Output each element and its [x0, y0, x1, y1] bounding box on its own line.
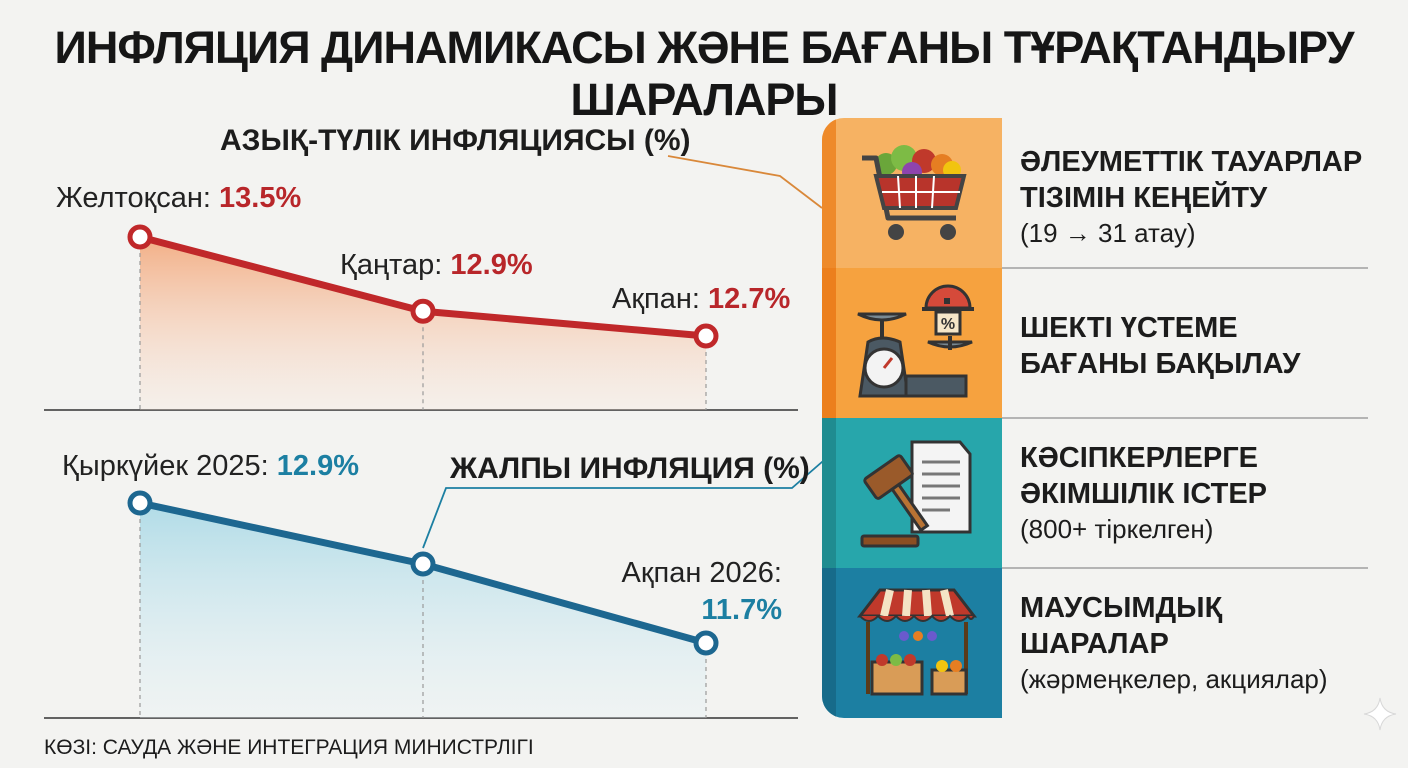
sparkle-icon — [1363, 697, 1397, 731]
measure-2: ШЕКТІ ҮСТЕМЕ БАҒАНЫ БАҚЫЛАУ — [1020, 310, 1395, 382]
measure-4: МАУСЫМДЫҚ ШАРАЛАР (жәрмеңкелер, акциялар… — [1020, 590, 1395, 696]
general-inflation-chart: ЖАЛПЫ ИНФЛЯЦИЯ (%) Қыркүйек 2025: 12.9% А… — [62, 450, 810, 718]
measure-4-title-line-2: ШАРАЛАР — [1020, 628, 1169, 660]
measure-divider — [1002, 267, 1368, 269]
food-data-point — [693, 323, 719, 349]
measure-1-title-line-1: ӘЛЕУМЕТТІК ТАУАРЛАР — [1020, 146, 1363, 178]
food-value-label: 13.5% — [219, 182, 301, 214]
shopping-cart-icon — [862, 145, 967, 240]
measure-3-subtitle: (800+ тіркелген) — [1020, 514, 1214, 544]
measure-band-3 — [822, 418, 1002, 568]
measure-1-subtitle: (19 → 31 атау) — [1020, 218, 1196, 248]
measure-band-4 — [822, 568, 1002, 718]
measures-icon-panel: % — [822, 118, 1002, 718]
measure-4-title-line-1: МАУСЫМДЫҚ — [1020, 592, 1223, 624]
measure-band-2: % — [822, 268, 1002, 418]
scale-icon: % — [857, 284, 974, 398]
measure-divider — [1002, 567, 1368, 569]
general-point-name: Қыркүйек 2025: — [62, 450, 277, 482]
general-value-label: 12.9% — [277, 450, 359, 482]
measure-2-title-line-2: БАҒАНЫ БАҚЫЛАУ — [1020, 348, 1301, 380]
food-point-name: Қаңтар: — [340, 249, 450, 281]
measure-3: КӘСІПКЕРЛЕРГЕ ӘКІМШІЛІК ІСТЕР (800+ тірк… — [1020, 440, 1395, 546]
general-point-name: Ақпан 2026: — [621, 557, 782, 589]
general-data-point — [410, 551, 436, 577]
measure-3-title-line-1: КӘСІПКЕРЛЕРГЕ — [1020, 442, 1258, 474]
general-value-label: 11.7% — [701, 594, 782, 626]
food-chart-title: АЗЫҚ-ТҮЛІК ИНФЛЯЦИЯСЫ (%) — [220, 124, 691, 157]
market-stall-icon — [856, 588, 978, 696]
food-point-label: Желтоқсан: 13.5% — [56, 182, 301, 214]
food-data-point — [127, 224, 153, 250]
measure-2-title-line-1: ШЕКТІ ҮСТЕМЕ — [1020, 312, 1238, 344]
food-point-name: Ақпан: — [612, 283, 708, 315]
food-value-label: 12.7% — [708, 283, 790, 315]
general-point-label: Қыркүйек 2025: 12.9% — [62, 450, 359, 482]
general-title-leader — [422, 454, 831, 549]
food-title-leader — [667, 155, 823, 209]
food-data-point — [410, 298, 436, 324]
food-inflation-chart: АЗЫҚ-ТҮЛІК ИНФЛЯЦИЯСЫ (%) Желтоқсан: 13.… — [56, 124, 790, 410]
general-area — [140, 503, 706, 718]
food-point-label: Қаңтар: 12.9% — [340, 249, 533, 281]
general-data-point — [693, 630, 719, 656]
general-data-point — [127, 490, 153, 516]
measure-4-subtitle: (жәрмеңкелер, акциялар) — [1020, 664, 1328, 694]
food-point-name: Желтоқсан: — [56, 182, 219, 214]
measure-divider — [1002, 417, 1368, 419]
general-chart-title: ЖАЛПЫ ИНФЛЯЦИЯ (%) — [449, 452, 810, 485]
measure-1: ӘЛЕУМЕТТІК ТАУАРЛАР ТІЗІМІН КЕҢЕЙТУ (19 … — [1020, 144, 1395, 250]
food-value-label: 12.9% — [450, 249, 532, 281]
measure-band-1 — [822, 118, 1002, 268]
source-note: КӨЗІ: САУДА ЖӘНЕ ИНТЕГРАЦИЯ МИНИСТРЛІГІ — [44, 736, 534, 759]
gavel-document-icon — [860, 440, 972, 548]
page-title: ИНФЛЯЦИЯ ДИНАМИКАСЫ ЖӘНЕ БАҒАНЫ ТҰРАҚТАН… — [54, 22, 1355, 125]
food-point-label: Ақпан: 12.7% — [612, 283, 790, 315]
svg-text:%: % — [941, 316, 955, 333]
measure-1-title-line-2: ТІЗІМІН КЕҢЕЙТУ — [1020, 182, 1268, 214]
measure-3-title-line-2: ӘКІМШІЛІК ІСТЕР — [1020, 478, 1268, 510]
